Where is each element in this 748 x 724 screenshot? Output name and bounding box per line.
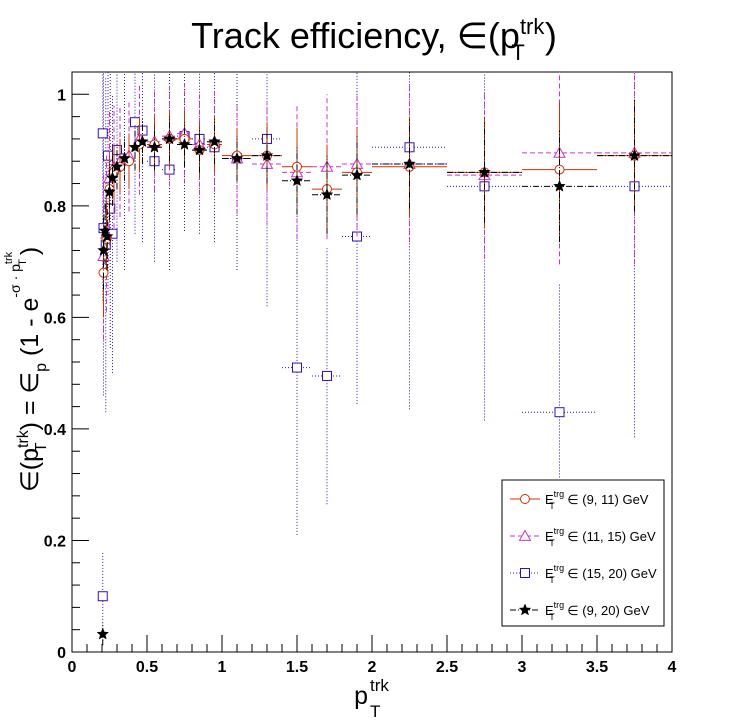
x-axis-title-main: p	[354, 682, 368, 710]
legend-label-sup: trg	[554, 600, 565, 610]
x-tick-label: 0.5	[136, 659, 158, 676]
chart-title-sup: trk	[520, 14, 545, 39]
data-point	[230, 151, 244, 164]
data-point	[103, 185, 116, 198]
legend-label-sup: trg	[554, 563, 565, 573]
data-point	[98, 224, 112, 237]
chart-title: Track efficiency, ∈(ptrk T)	[191, 14, 557, 65]
legend-label-rest: ∈ (9, 11) GeV	[564, 492, 649, 507]
data-point	[260, 148, 274, 162]
chart-title-main: Track efficiency, ∈(p	[191, 15, 520, 56]
x-tick-label: 0	[68, 659, 77, 676]
series-layer	[96, 72, 672, 646]
data-point	[350, 168, 364, 181]
legend-label: Etrg T ∈ (9, 11) GeV	[545, 489, 649, 511]
x-tick-label: 1	[218, 659, 227, 676]
legend-label-main: E	[545, 603, 554, 618]
y-axis-title: ∈(ptrkT) = ∈p (1 - e-σ · ptrk T)	[3, 247, 50, 492]
legend-box	[501, 479, 665, 627]
legend-label-sub: T	[549, 501, 555, 511]
data-point	[322, 370, 332, 381]
legend-label: Etrg T ∈ (15, 20) GeV	[545, 563, 657, 585]
y-tick-label: 0	[57, 645, 66, 662]
y-axis-title-p2: ) = ∈	[16, 372, 44, 431]
x-tick-label: 2	[368, 659, 377, 676]
data-point	[178, 137, 191, 150]
y-axis-title-p3: (1 - e	[16, 298, 44, 363]
data-point	[628, 148, 641, 162]
y-axis-title-p2-sub: p	[33, 363, 50, 372]
data-point	[554, 407, 565, 418]
x-tick-label: 4	[668, 659, 677, 676]
y-axis-title-p1: ∈(p	[16, 448, 44, 492]
legend-label: Etrg T ∈ (9, 20) GeV	[545, 600, 650, 622]
y-axis-title-p4: )	[16, 247, 44, 255]
x-tick-label: 2.5	[436, 659, 458, 676]
data-point	[106, 171, 119, 184]
data-point	[320, 188, 334, 201]
legend-marker	[520, 568, 530, 578]
data-point	[97, 591, 108, 602]
x-axis-title-sup: trk	[370, 676, 389, 695]
axis-ticks: 0 0.5 1 1.5 2 2.5 3 3.5 4 0 0.2 0.4 0.6 0.8 1	[44, 87, 677, 676]
data-point	[148, 140, 161, 153]
data-point	[290, 174, 304, 187]
legend-label-main: E	[545, 529, 554, 544]
series-1	[97, 72, 672, 340]
data-point	[100, 229, 114, 242]
data-point	[118, 151, 131, 164]
legend-marker	[520, 494, 530, 504]
data-point	[103, 150, 113, 161]
data-point	[193, 143, 206, 156]
y-tick-label: 0.4	[44, 422, 66, 439]
legend-label-sup: trg	[554, 489, 565, 499]
chart-title-sub: T	[511, 40, 524, 65]
legend-label: Etrg T ∈ (11, 15) GeV	[545, 526, 656, 548]
y-tick-label: 0.6	[44, 310, 66, 327]
x-axis-title: p trk T	[354, 676, 389, 721]
y-tick-label: 1	[57, 87, 66, 104]
y-tick-label: 0.2	[44, 533, 66, 550]
legend-label-rest: ∈ (15, 20) GeV	[564, 566, 657, 581]
legend-label-rest: ∈ (9, 20) GeV	[564, 603, 650, 618]
legend-label-main: E	[545, 492, 554, 507]
svg-text:∈(ptrkT) = ∈p (1 - e-σ · ptrkT: ∈(ptrkT) = ∈p (1 - e-σ · ptrk T)	[3, 247, 50, 492]
data-point	[478, 165, 491, 178]
chart-title-close: )	[545, 15, 557, 56]
legend-label-sup: trg	[554, 526, 565, 536]
y-axis-title-p1-sup: trk	[15, 429, 32, 448]
legend-label-sub: T	[549, 612, 555, 622]
legend-label-main: E	[545, 566, 554, 581]
series-3	[96, 99, 672, 646]
data-point	[136, 135, 149, 148]
legend-marker	[518, 603, 532, 616]
x-tick-label: 1.5	[286, 659, 308, 676]
data-point	[163, 132, 176, 145]
x-axis-title-sub: T	[370, 702, 380, 721]
data-point	[97, 243, 110, 256]
data-point	[403, 157, 416, 170]
legend-label-sub: T	[549, 538, 555, 548]
x-tick-label: 3.5	[586, 659, 608, 676]
legend-marker	[518, 529, 532, 541]
y-tick-label: 0.8	[44, 199, 66, 216]
y-axis-title-exp: -σ · p	[7, 264, 23, 298]
y-axis-title-p1-sub: T	[33, 442, 50, 452]
x-tick-label: 3	[518, 659, 527, 676]
data-point	[96, 627, 110, 640]
legend-label-rest: ∈ (11, 15) GeV	[564, 529, 656, 544]
data-point	[208, 135, 221, 148]
y-axis-title-exp-sub: T	[17, 259, 29, 266]
data-point	[105, 203, 116, 214]
y-axis-title-exp-sup: trk	[3, 251, 15, 264]
data-point	[292, 362, 302, 373]
data-point	[97, 128, 108, 139]
data-point	[110, 160, 124, 173]
legend-label-sub: T	[549, 575, 555, 585]
data-point	[553, 179, 566, 192]
